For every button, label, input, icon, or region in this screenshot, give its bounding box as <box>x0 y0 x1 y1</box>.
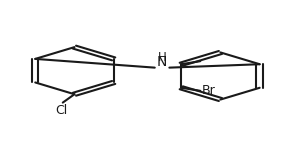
Text: Br: Br <box>202 84 215 97</box>
Text: H: H <box>158 51 166 64</box>
Text: N: N <box>157 55 167 69</box>
Text: Cl: Cl <box>55 104 67 117</box>
